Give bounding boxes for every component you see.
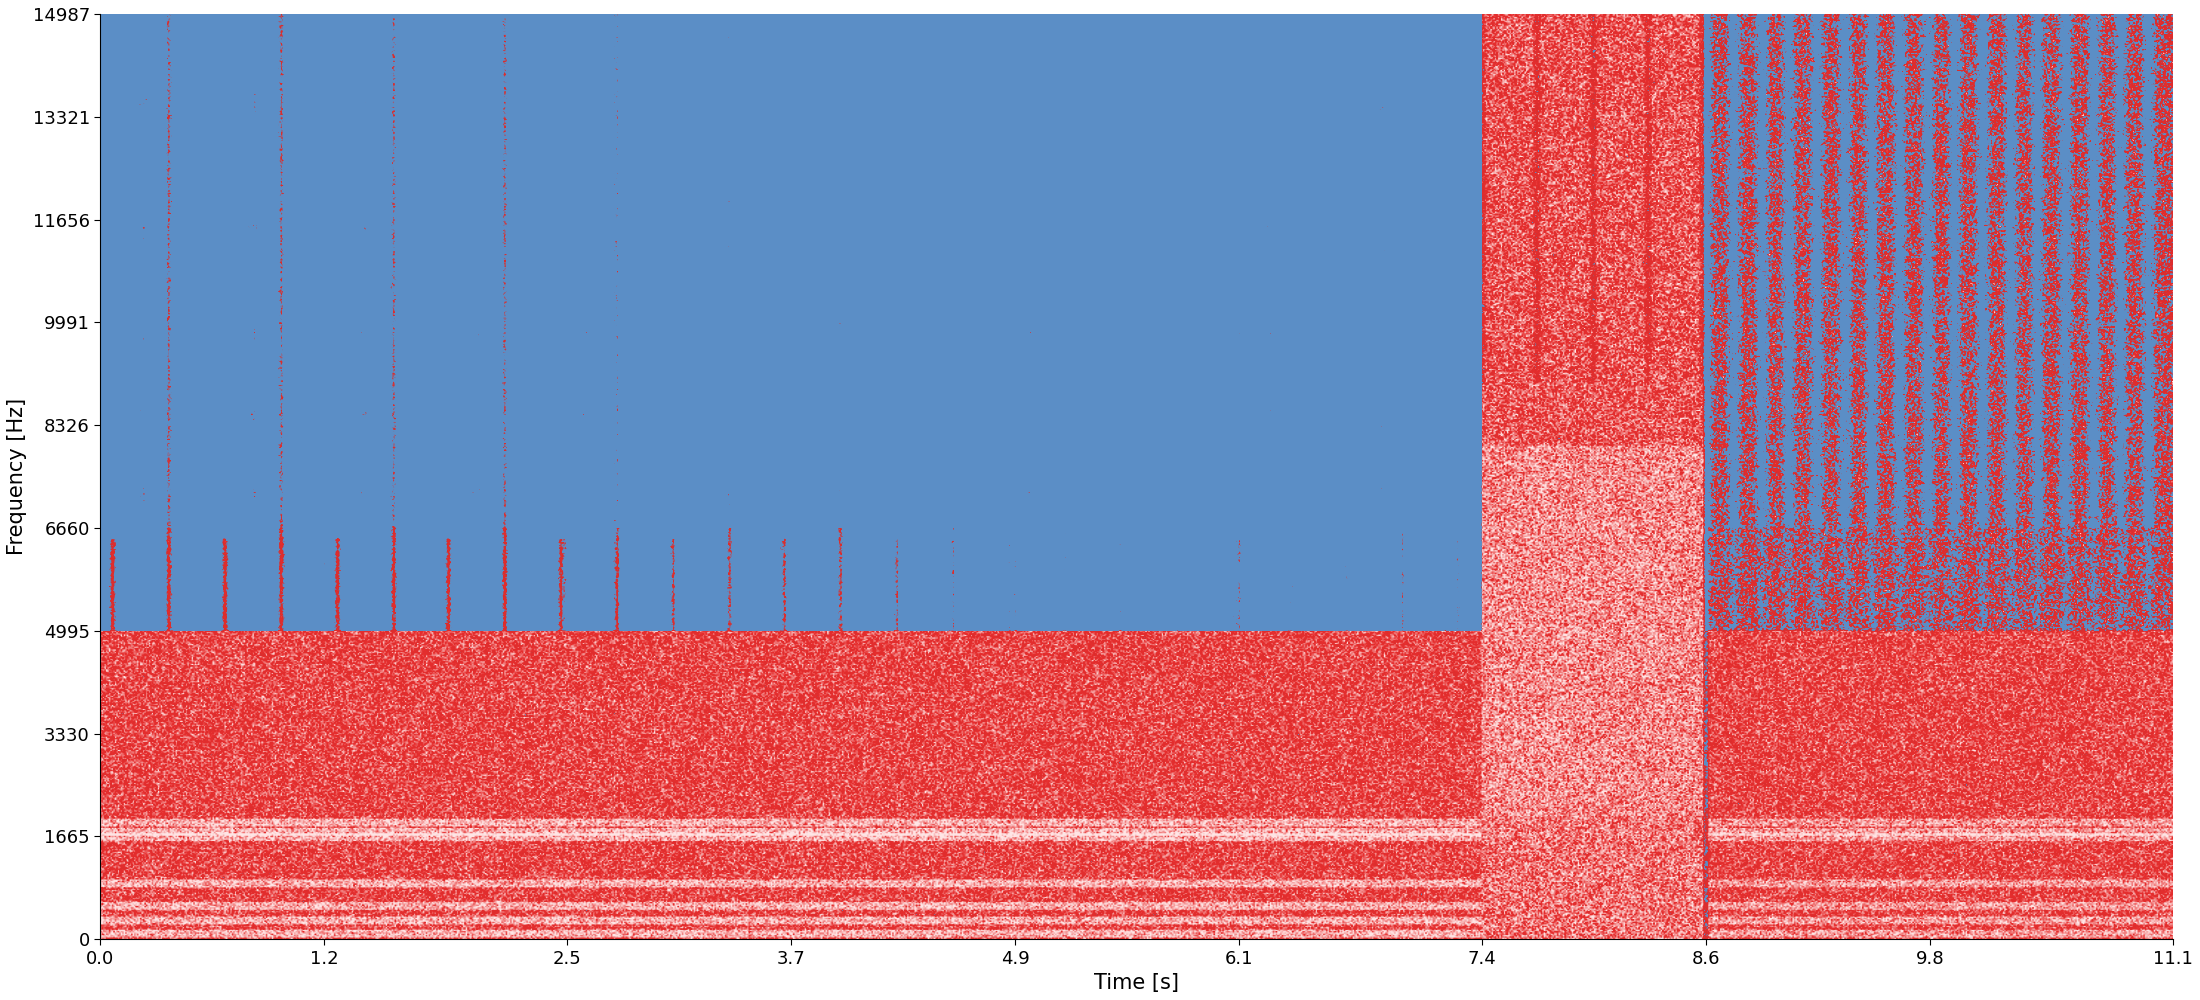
X-axis label: Time [s]: Time [s] bbox=[1093, 973, 1179, 993]
Y-axis label: Frequency [Hz]: Frequency [Hz] bbox=[7, 398, 26, 555]
